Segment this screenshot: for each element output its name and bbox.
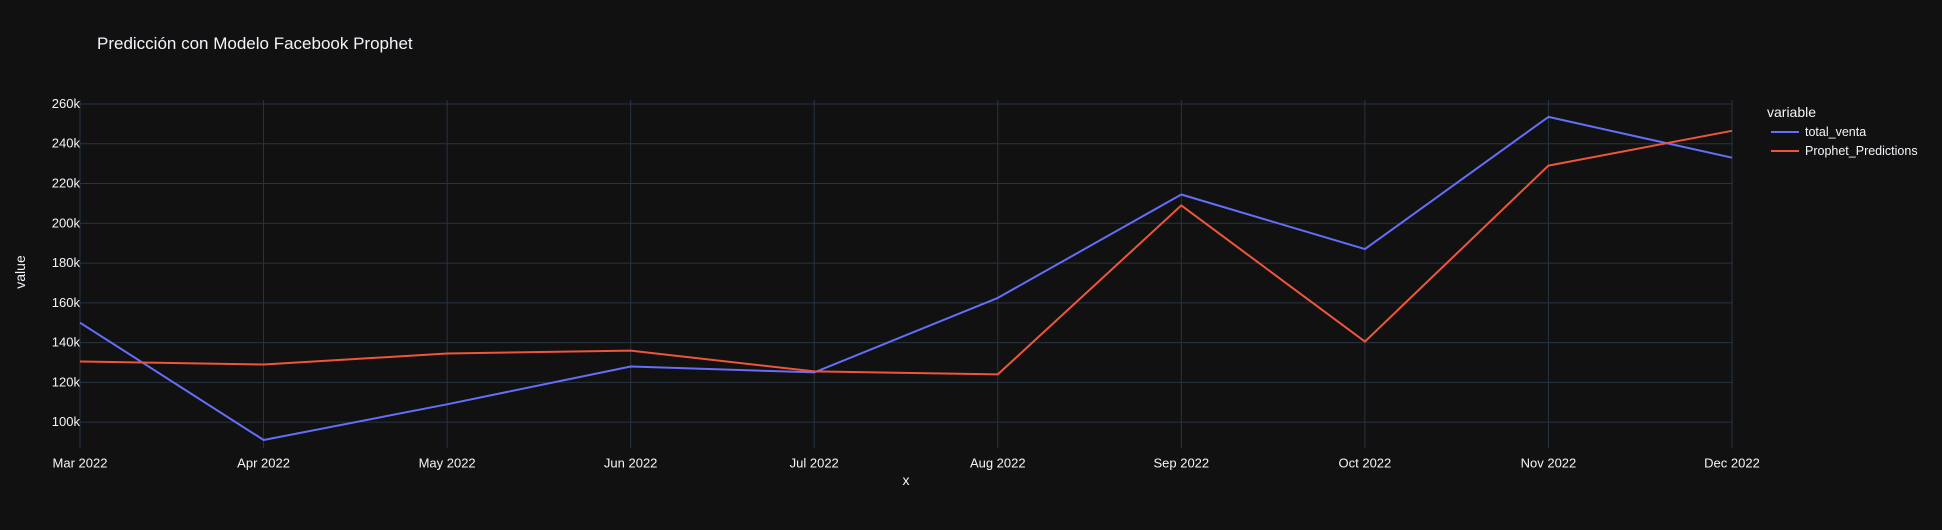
x-tick-label: Aug 2022 — [970, 456, 1026, 471]
legend: variable total_venta Prophet_Predictions — [1767, 104, 1918, 158]
x-tick-label: Apr 2022 — [237, 456, 290, 471]
x-tick-label: Oct 2022 — [1339, 456, 1392, 471]
legend-items: total_venta Prophet_Predictions — [1771, 125, 1918, 158]
legend-title: variable — [1767, 104, 1816, 120]
y-axis-ticks: 100k 120k 140k 160k 180k 200k 220k 240k 260k — [52, 96, 81, 429]
x-tick-label: Jun 2022 — [604, 456, 658, 471]
y-tick-label: 180k — [52, 255, 81, 270]
chart-title: Predicción con Modelo Facebook Prophet — [97, 34, 413, 53]
legend-label[interactable]: total_venta — [1805, 125, 1866, 139]
x-tick-label: May 2022 — [419, 456, 476, 471]
series-lines — [79, 115, 1733, 441]
series-line-prophet-predictions — [79, 129, 1733, 376]
x-tick-label: Nov 2022 — [1521, 456, 1577, 471]
x-tick-label: Jul 2022 — [790, 456, 839, 471]
y-tick-label: 220k — [52, 176, 81, 191]
y-tick-label: 120k — [52, 374, 81, 389]
y-axis-label: value — [12, 255, 28, 289]
y-tick-label: 260k — [52, 96, 81, 111]
x-tick-label: Sep 2022 — [1153, 456, 1209, 471]
legend-label[interactable]: Prophet_Predictions — [1805, 144, 1918, 158]
y-tick-label: 100k — [52, 414, 81, 429]
x-axis-label: x — [903, 472, 910, 488]
x-axis-ticks: Mar 2022 Apr 2022 May 2022 Jun 2022 Jul 2022… — [53, 456, 1760, 471]
x-tick-label: Mar 2022 — [53, 456, 108, 471]
x-tick-label: Dec 2022 — [1704, 456, 1760, 471]
y-tick-label: 240k — [52, 136, 81, 151]
y-tick-label: 140k — [52, 335, 81, 350]
y-tick-label: 200k — [52, 215, 81, 230]
series-line-total-venta — [79, 115, 1733, 441]
y-tick-label: 160k — [52, 295, 81, 310]
